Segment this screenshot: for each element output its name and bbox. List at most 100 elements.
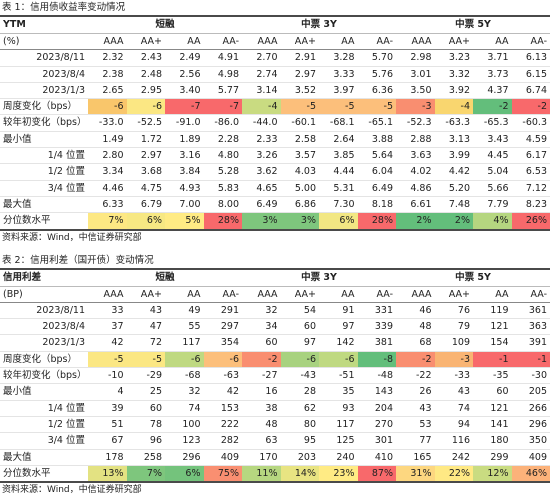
subheader: AAA xyxy=(88,34,127,50)
cell: 3.33 xyxy=(319,66,358,82)
cell: 8.18 xyxy=(358,196,397,212)
cell: 2.74 xyxy=(242,66,281,82)
cell: -52.5 xyxy=(127,115,166,131)
cell: 2% xyxy=(435,213,474,230)
cell: 121 xyxy=(473,319,512,335)
cell: 291 xyxy=(204,302,243,318)
cell: 6% xyxy=(127,213,166,230)
cell: 6.04 xyxy=(358,164,397,180)
cell: 4.37 xyxy=(473,82,512,98)
unit-label: (BP) xyxy=(0,286,88,302)
subheader: AA- xyxy=(204,34,243,50)
cell: 48 xyxy=(242,416,281,432)
cell: 117 xyxy=(319,416,358,432)
cell: 3.50 xyxy=(396,82,435,98)
cell: 4.65 xyxy=(242,180,281,196)
group-header: 短融 xyxy=(88,269,242,287)
row-label: 最小值 xyxy=(0,384,88,400)
subheader: AAA xyxy=(88,286,127,302)
cell: 143 xyxy=(358,384,397,400)
cell: 5.66 xyxy=(473,180,512,196)
cell: 5.70 xyxy=(358,50,397,66)
cell: 3.57 xyxy=(281,148,320,164)
row-label: 3/4 位置 xyxy=(0,433,88,449)
cell: 7.30 xyxy=(319,196,358,212)
cell: -33 xyxy=(435,368,474,384)
cell: 43 xyxy=(396,400,435,416)
cell: 87% xyxy=(358,465,397,482)
cell: 165 xyxy=(396,449,435,465)
cell: -2 xyxy=(242,351,281,367)
group-header: 中票 5Y xyxy=(396,269,550,287)
cell: 297 xyxy=(204,319,243,335)
cell: 43 xyxy=(127,302,166,318)
cell: 6.61 xyxy=(396,196,435,212)
cell: 142 xyxy=(319,335,358,351)
cell: 282 xyxy=(204,433,243,449)
cell: 3.71 xyxy=(473,50,512,66)
cell: 6.86 xyxy=(281,196,320,212)
cell: 6.36 xyxy=(358,82,397,98)
cell: 296 xyxy=(512,416,550,432)
cell: -4 xyxy=(435,99,474,115)
cell: 38 xyxy=(242,400,281,416)
cell: -68.1 xyxy=(319,115,358,131)
cell: 53 xyxy=(396,416,435,432)
cell: 42 xyxy=(88,335,127,351)
cell: 409 xyxy=(512,449,550,465)
cell: 266 xyxy=(512,400,550,416)
cell: -6 xyxy=(165,351,204,367)
cell: 68 xyxy=(396,335,435,351)
cell: 60 xyxy=(473,384,512,400)
subheader: AA xyxy=(165,34,204,50)
cell: 391 xyxy=(512,335,550,351)
cell: 2.70 xyxy=(242,50,281,66)
group-header: 短融 xyxy=(88,16,242,34)
cell: 6.49 xyxy=(242,196,281,212)
cell: 100 xyxy=(165,416,204,432)
cell: 14% xyxy=(281,465,320,482)
cell: 77 xyxy=(396,433,435,449)
cell: 5.76 xyxy=(358,66,397,82)
cell: 119 xyxy=(473,302,512,318)
row-label: 1/2 位置 xyxy=(0,416,88,432)
cell: -35 xyxy=(473,368,512,384)
cell: 3.62 xyxy=(242,164,281,180)
group-header: 中票 3Y xyxy=(242,16,396,34)
cell: 6% xyxy=(319,213,358,230)
cell: -1 xyxy=(512,351,550,367)
cell: -3 xyxy=(435,351,474,367)
cell: 6.79 xyxy=(127,196,166,212)
cell: 31% xyxy=(396,465,435,482)
cell: 299 xyxy=(473,449,512,465)
cell: 4.44 xyxy=(319,164,358,180)
row-label: 1/4 位置 xyxy=(0,400,88,416)
cell: 26 xyxy=(396,384,435,400)
cell: -60.1 xyxy=(281,115,320,131)
cell: 80 xyxy=(281,416,320,432)
cell: 2.80 xyxy=(88,148,127,164)
cell: -33.0 xyxy=(88,115,127,131)
cell: 7.48 xyxy=(435,196,474,212)
unit-label: (%) xyxy=(0,34,88,50)
cell: 3.84 xyxy=(165,164,204,180)
row-label: 分位数水平 xyxy=(0,465,88,482)
cell: 2.38 xyxy=(88,66,127,82)
cell: 32 xyxy=(165,384,204,400)
cell: 3.40 xyxy=(165,82,204,98)
cell: 23% xyxy=(319,465,358,482)
cell: 75% xyxy=(204,465,243,482)
row-label: 最小值 xyxy=(0,131,88,147)
cell: 296 xyxy=(165,449,204,465)
cell: 381 xyxy=(358,335,397,351)
row-label: 1/4 位置 xyxy=(0,148,88,164)
cell: 180 xyxy=(473,433,512,449)
